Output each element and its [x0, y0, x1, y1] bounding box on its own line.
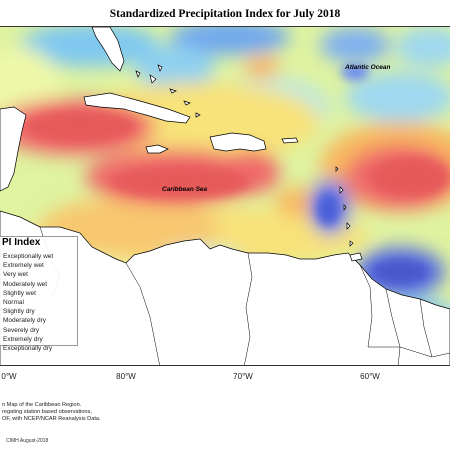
legend-item: Exceptionally wet [3, 253, 54, 260]
land-masses [0, 27, 450, 365]
border-colombia-venezuela [244, 252, 253, 365]
legend-list: Exceptionally wet Extremely wet Very wet… [3, 252, 53, 353]
legend-title: PI Index [2, 237, 41, 248]
credit-line: regating station based observations, [2, 409, 92, 416]
atlantic-ocean-label: Atlantic Ocean [344, 64, 391, 71]
border-venezuela-guyana [359, 264, 373, 348]
longitude-label-90w: 0°W [1, 372, 17, 381]
florida-land [91, 27, 125, 72]
credit-line: OF, with NCEP/NCAR Reanalysis Data. [2, 416, 101, 423]
border-suriname-guiana [419, 298, 433, 358]
legend-item: Severely dry [3, 326, 40, 334]
legend-item: Normal [3, 298, 24, 306]
caribbean-sea-label: Caribbean Sea [162, 186, 208, 193]
yucatan-land [0, 106, 27, 192]
puerto-rico-land [281, 137, 299, 144]
legend-item: Extremely dry [3, 335, 43, 343]
trinidad-land [349, 252, 363, 262]
border-guyana-suriname [385, 288, 401, 365]
lesser-antilles-islands [335, 166, 354, 247]
border-west [125, 262, 160, 365]
spi-map-graphic: Atlantic Ocean Caribbean Sea [0, 27, 450, 365]
signature: CIMH August-2018 [6, 438, 49, 444]
credit-line: n Map of the Caribbean Region. [2, 402, 82, 408]
south-america-land [0, 210, 450, 365]
longitude-label-70w: 70°W [233, 372, 253, 381]
legend-item: Exceptionally dry [3, 344, 53, 352]
border-south [368, 346, 450, 358]
map-title: Standardized Precipitation Index for Jul… [109, 8, 341, 20]
longitude-label-80w: 80°W [116, 372, 136, 381]
spi-map: Atlantic Ocean Caribbean Sea [0, 26, 450, 366]
longitude-label-60w: 60°W [360, 372, 380, 381]
hispaniola-land [209, 132, 267, 152]
legend-item: Moderately wet [3, 280, 48, 288]
jamaica-land [145, 144, 169, 154]
legend-item: Slightly dry [3, 308, 35, 316]
legend-item: Moderately dry [3, 317, 46, 325]
legend-item: Very wet [3, 271, 28, 279]
spi-legend: PI Index Exceptionally wet Extremely wet… [0, 236, 78, 352]
credits-block: n Map of the Caribbean Region. regating … [2, 402, 302, 424]
legend-item: Slightly wet [3, 289, 36, 297]
spi-extreme-cores [25, 63, 450, 284]
cuba-land [83, 92, 191, 124]
legend-item: Extremely wet [3, 262, 44, 270]
bahamas-islands [135, 64, 201, 118]
